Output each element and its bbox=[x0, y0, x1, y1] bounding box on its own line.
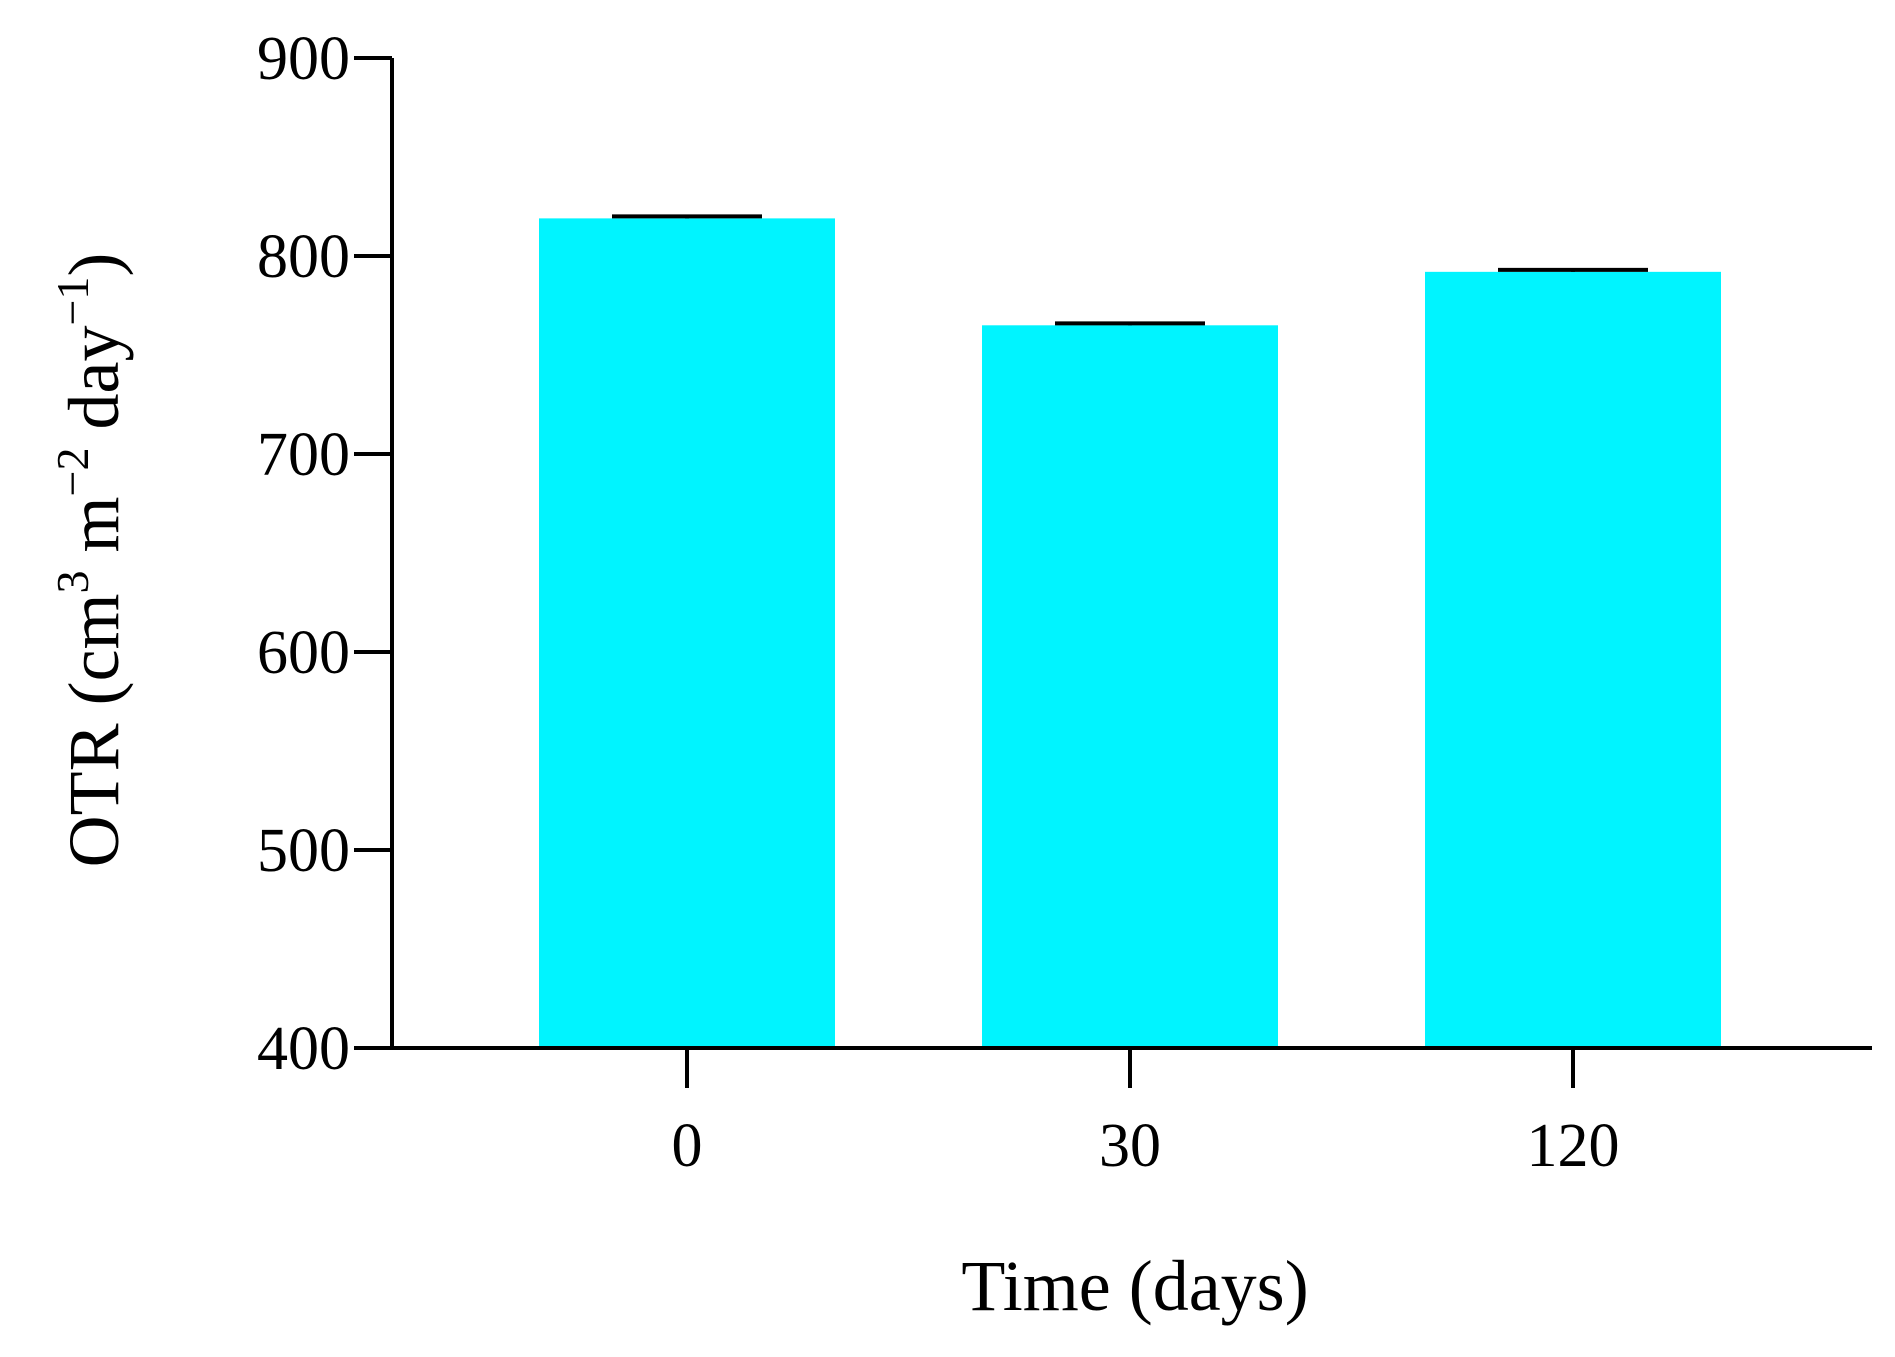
bar-0 bbox=[539, 218, 835, 1048]
y-tick-label: 400 bbox=[257, 1015, 350, 1083]
y-tick-label: 600 bbox=[257, 619, 350, 687]
y-axis-title: OTR (cm3 m−2 day−1) bbox=[47, 253, 134, 868]
y-axis-title-superscript: −2 bbox=[47, 448, 98, 497]
y-axis-title-part: OTR (cm bbox=[54, 593, 134, 867]
y-axis-title-superscript: 3 bbox=[47, 570, 98, 593]
x-tick-label: 120 bbox=[1527, 1112, 1620, 1180]
x-tick-label: 30 bbox=[1099, 1112, 1161, 1180]
y-tick-label: 700 bbox=[257, 421, 350, 489]
x-axis-ticks: 0 30 120 bbox=[672, 1048, 1620, 1180]
x-tick-label: 0 bbox=[672, 1112, 703, 1180]
y-axis-ticks: 400 500 600 700 800 900 bbox=[257, 25, 392, 1083]
y-tick-label: 500 bbox=[257, 817, 350, 885]
y-tick-label: 900 bbox=[257, 25, 350, 93]
x-axis-title: Time (days) bbox=[961, 1246, 1308, 1326]
y-axis-title-superscript: −1 bbox=[47, 277, 98, 326]
y-axis-title-part: m bbox=[54, 496, 134, 570]
bars-layer bbox=[539, 218, 1721, 1049]
bar-30 bbox=[982, 325, 1278, 1048]
error-bars-layer bbox=[612, 214, 1648, 326]
y-tick-label: 800 bbox=[257, 223, 350, 291]
y-axis-title-part: ) bbox=[54, 253, 134, 277]
y-axis-title-part: day bbox=[54, 326, 134, 448]
bar-120 bbox=[1425, 271, 1721, 1049]
